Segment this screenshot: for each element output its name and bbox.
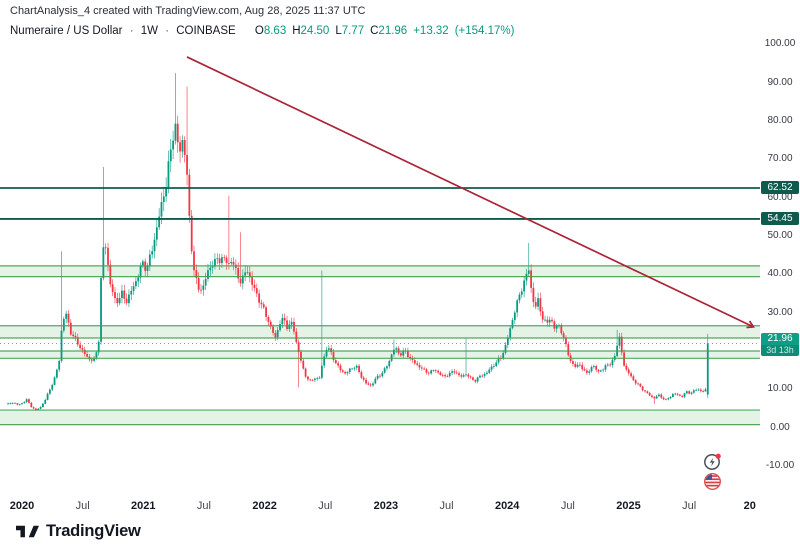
tradingview-logo-text: TradingView bbox=[46, 522, 141, 540]
time-tick-label: Jul bbox=[682, 500, 697, 512]
interval-label[interactable]: 1W bbox=[140, 25, 158, 37]
separator-dot: · bbox=[129, 25, 134, 37]
low-value: 7.77 bbox=[341, 25, 365, 37]
price-tick-label: 40.00 bbox=[767, 268, 793, 280]
time-tick-label: 2020 bbox=[9, 500, 35, 512]
current-price-badge: 21.96 3d 13h bbox=[761, 332, 799, 356]
time-tick-label: Jul bbox=[439, 500, 454, 512]
price-tick-label: 60.00 bbox=[767, 191, 793, 203]
time-axis[interactable]: 2020 Jul 2021 Jul 2022 Jul 2023 Jul 2024 Jul 2025 J… bbox=[0, 497, 800, 519]
time-tick-label: Jul bbox=[75, 500, 90, 512]
time-tick-label: 2025 bbox=[616, 500, 641, 512]
time-tick-label: 2024 bbox=[494, 500, 520, 512]
open-label: O bbox=[254, 25, 264, 37]
candles-up bbox=[7, 73, 709, 411]
high-value: 24.50 bbox=[300, 25, 330, 37]
support-zone-borders[interactable] bbox=[0, 265, 760, 426]
exchange-label[interactable]: COINBASE bbox=[176, 25, 236, 37]
low-label: L bbox=[335, 25, 342, 37]
level-price-badge: 62.52 bbox=[761, 180, 799, 194]
price-axis[interactable]: 100.00 90.00 80.00 70.00 60.00 50.00 40.00 30.0… bbox=[760, 0, 800, 497]
price-tick-label: 70.00 bbox=[767, 153, 793, 165]
time-tick-label: Jul bbox=[560, 500, 575, 512]
us-flag-economic-event-icon[interactable] bbox=[703, 472, 722, 496]
support-zone[interactable] bbox=[0, 325, 760, 338]
support-zone[interactable] bbox=[0, 351, 760, 359]
price-tick-label: 90.00 bbox=[767, 76, 793, 88]
level-price-badge: 54.45 bbox=[761, 211, 799, 225]
price-tick-label: 10.00 bbox=[767, 383, 793, 395]
time-tick-label: 2023 bbox=[373, 500, 399, 512]
time-tick-label: 20 bbox=[743, 500, 756, 512]
time-tick-label: 2021 bbox=[131, 500, 156, 512]
time-tick-label: 2022 bbox=[252, 500, 277, 512]
open-value: 8.63 bbox=[263, 25, 287, 37]
price-tick-label: 0.00 bbox=[770, 421, 790, 433]
price-tick-label: 100.00 bbox=[764, 38, 796, 50]
price-tick-label: 50.00 bbox=[767, 230, 793, 241]
tradingview-logo[interactable]: TradingView bbox=[16, 522, 141, 541]
candles-down bbox=[14, 86, 705, 411]
price-tick-label: 80.00 bbox=[767, 114, 793, 126]
support-zone[interactable] bbox=[0, 265, 760, 277]
close-label: C bbox=[370, 25, 379, 37]
time-tick-label: Jul bbox=[318, 500, 333, 512]
flash-event-icon[interactable] bbox=[703, 452, 722, 476]
descending-trendline[interactable] bbox=[186, 56, 755, 329]
tradingview-logo-icon bbox=[16, 525, 39, 538]
price-chart-pane[interactable] bbox=[0, 0, 760, 497]
current-price-value: 21.96 bbox=[767, 332, 793, 344]
high-label: H bbox=[292, 25, 301, 37]
symbol-name[interactable]: Numeraire / US Dollar bbox=[10, 25, 123, 37]
symbol-legend[interactable]: Numeraire / US Dollar · 1W · COINBASE O8… bbox=[10, 25, 514, 37]
change-value: +13.32 bbox=[413, 25, 449, 37]
ohlc-readout: O8.63 H24.50 L7.77 C21.96 +13.32 (+154.17%) bbox=[249, 25, 515, 37]
price-tick-label: -10.00 bbox=[765, 460, 795, 472]
separator-dot: · bbox=[165, 25, 170, 37]
support-zone[interactable] bbox=[0, 410, 760, 425]
change-percent: (+154.17%) bbox=[454, 25, 515, 37]
price-tick-label: 30.00 bbox=[767, 306, 793, 318]
trendline-arrowhead bbox=[746, 320, 755, 329]
bar-countdown: 3d 13h bbox=[761, 344, 799, 356]
close-value: 21.96 bbox=[378, 25, 408, 37]
time-tick-label: Jul bbox=[196, 500, 211, 512]
attribution-text: ChartAnalysis_4 created with TradingView… bbox=[10, 5, 366, 17]
